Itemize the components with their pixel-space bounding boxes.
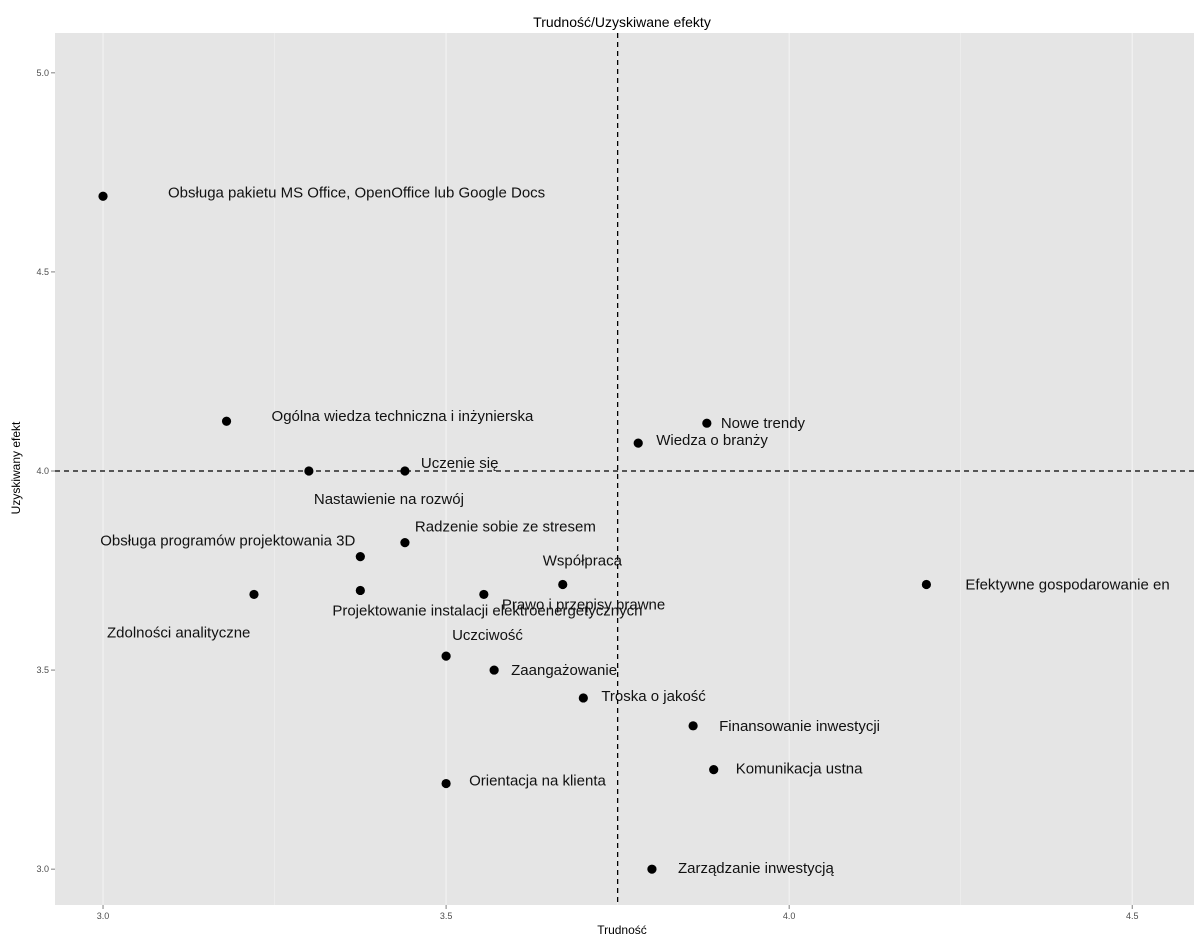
point-label: Troska o jakość (601, 688, 706, 705)
y-tick-label: 3.0 (36, 864, 49, 874)
point-label: Radzenie sobie ze stresem (415, 519, 596, 536)
data-point (709, 765, 719, 775)
point-label: Współpraca (543, 552, 623, 569)
chart-title: Trudność/Uzyskiwane efekty (533, 14, 711, 30)
x-tick-label: 3.0 (97, 911, 110, 921)
data-point (355, 585, 365, 596)
data-point (633, 438, 643, 448)
point-label: Orientacja na klienta (469, 773, 606, 790)
data-point (578, 693, 588, 703)
point-label: Prawo i przepisy prawne (502, 596, 665, 613)
data-point (355, 551, 365, 562)
reference-lines (55, 33, 1194, 905)
y-tick-label: 4.5 (36, 267, 49, 277)
point-label: Obsługa programów projektowania 3D (100, 533, 355, 550)
data-point (249, 589, 259, 600)
y-tick-label: 3.5 (36, 665, 49, 675)
data-point (558, 579, 568, 590)
data-point (98, 191, 108, 201)
point-label: Zdolności analityczne (107, 624, 250, 641)
y-tick-label: 5.0 (36, 68, 49, 78)
point-label: Komunikacja ustna (736, 761, 863, 778)
data-point (688, 721, 698, 731)
data-point (400, 466, 410, 476)
data-point (441, 778, 451, 789)
x-tick-label: 3.5 (440, 911, 453, 921)
point-label: Nastawienie na rozwój (314, 491, 464, 508)
axis-ticks: 3.0 3.5 4.0 4.5 5.0 3.0 3.5 4.0 4.5 (36, 68, 1138, 921)
data-point (221, 416, 232, 426)
point-label: Wiedza o branży (656, 432, 768, 449)
data-point (489, 665, 499, 675)
data-point (400, 538, 410, 548)
point-label: Efektywne gospodarowanie en (965, 576, 1169, 593)
point-label: Zaangażowanie (511, 662, 617, 679)
data-point (479, 589, 489, 600)
grid-lines (102, 33, 1133, 905)
x-tick-label: 4.5 (1126, 911, 1139, 921)
point-label: Uczciwość (452, 627, 523, 644)
data-point (702, 418, 712, 428)
y-axis-title: Uzyskiwany efekt (9, 421, 23, 514)
x-axis-title: Trudność (597, 923, 647, 937)
point-label: Projektowanie instalacji elektroenergety… (332, 602, 642, 619)
point-label: Nowe trendy (721, 415, 806, 432)
x-tick-label: 4.0 (783, 911, 796, 921)
data-point (304, 466, 314, 476)
data-points (98, 191, 932, 874)
plot-panel (55, 33, 1194, 905)
point-labels: Obsługa pakietu MS Office, OpenOffice lu… (100, 184, 1170, 877)
data-point (647, 864, 657, 874)
point-label: Finansowanie inwestycji (719, 718, 880, 735)
point-label: Uczenie się (421, 455, 499, 472)
data-point (441, 651, 451, 661)
point-label: Zarządzanie inwestycją (678, 860, 835, 877)
point-label: Ogólna wiedza techniczna i inżynierska (272, 408, 534, 425)
y-tick-label: 4.0 (36, 466, 49, 476)
data-point (921, 579, 932, 590)
point-label: Obsługa pakietu MS Office, OpenOffice lu… (168, 184, 545, 201)
